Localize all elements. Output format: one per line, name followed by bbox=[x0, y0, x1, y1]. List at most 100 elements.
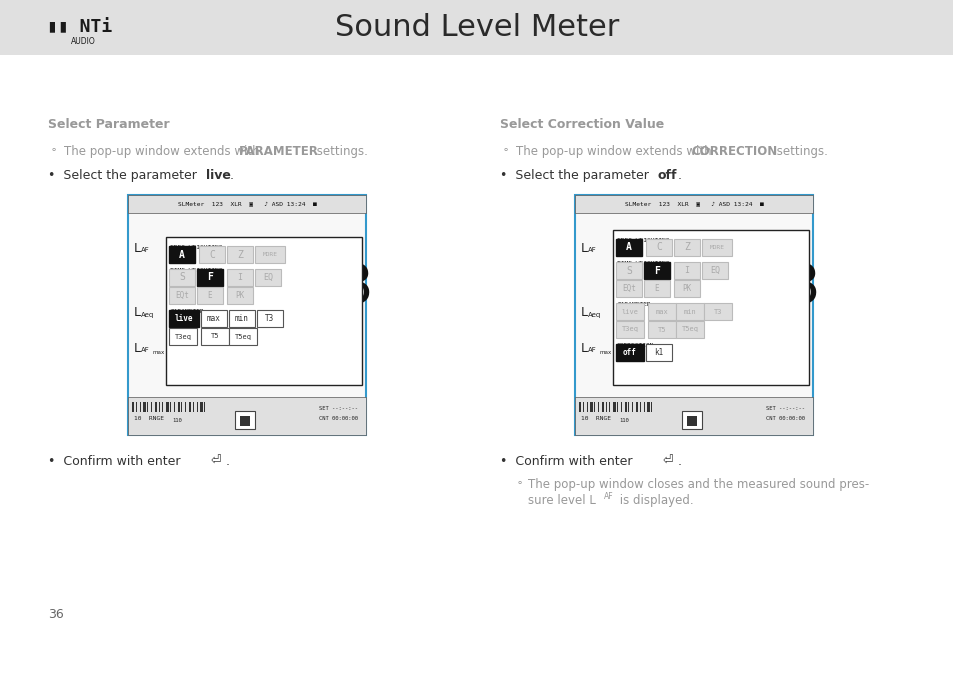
FancyBboxPatch shape bbox=[196, 287, 223, 304]
FancyBboxPatch shape bbox=[229, 328, 256, 345]
Text: is displayed.: is displayed. bbox=[616, 494, 693, 507]
Bar bbox=[181, 402, 182, 412]
Text: Aeq: Aeq bbox=[587, 312, 600, 318]
Bar bbox=[609, 402, 610, 412]
FancyBboxPatch shape bbox=[647, 321, 676, 338]
Text: E: E bbox=[654, 284, 659, 293]
Bar bbox=[189, 402, 192, 412]
Text: T5: T5 bbox=[211, 334, 219, 339]
Text: CORRECTION: CORRECTION bbox=[690, 145, 777, 158]
Text: The pop-up window closes and the measured sound pres-: The pop-up window closes and the measure… bbox=[527, 478, 868, 491]
FancyBboxPatch shape bbox=[676, 321, 703, 338]
Text: L: L bbox=[133, 242, 141, 254]
Text: — — . —: — — . — bbox=[172, 343, 213, 353]
Text: CNT 00:00:00: CNT 00:00:00 bbox=[765, 417, 804, 421]
Text: T5: T5 bbox=[657, 326, 665, 332]
Text: •  Select the parameter: • Select the parameter bbox=[499, 169, 652, 182]
Bar bbox=[173, 402, 174, 412]
FancyBboxPatch shape bbox=[227, 246, 253, 263]
Text: SET --:--:--: SET --:--:-- bbox=[765, 406, 804, 411]
Bar bbox=[151, 402, 152, 412]
FancyBboxPatch shape bbox=[201, 328, 229, 345]
Text: TIME WEIGHTING: TIME WEIGHTING bbox=[617, 261, 669, 266]
FancyBboxPatch shape bbox=[169, 287, 194, 304]
FancyBboxPatch shape bbox=[227, 269, 253, 286]
FancyBboxPatch shape bbox=[196, 269, 223, 286]
FancyBboxPatch shape bbox=[613, 230, 808, 385]
Bar bbox=[594, 402, 595, 412]
Text: S: S bbox=[625, 266, 631, 275]
Text: PARAMETER: PARAMETER bbox=[239, 145, 318, 158]
Text: live: live bbox=[174, 314, 193, 323]
Bar bbox=[0, 0, 953, 55]
Text: Z: Z bbox=[683, 242, 689, 252]
Text: The pop-up window extends with: The pop-up window extends with bbox=[64, 145, 263, 158]
Bar bbox=[234, 411, 254, 429]
Text: max: max bbox=[207, 314, 221, 323]
Text: L: L bbox=[133, 341, 141, 355]
Text: L: L bbox=[133, 306, 141, 320]
Text: ⚬: ⚬ bbox=[50, 145, 58, 155]
Text: SLMeter  123  XLR  ▣   ♪ ASD 13:24  ■: SLMeter 123 XLR ▣ ♪ ASD 13:24 ■ bbox=[624, 201, 762, 207]
Text: FREQ WEIGHTING: FREQ WEIGHTING bbox=[617, 237, 669, 242]
Bar bbox=[624, 402, 626, 412]
Bar bbox=[162, 402, 163, 412]
FancyBboxPatch shape bbox=[227, 287, 253, 304]
Text: CORRECTION: CORRECTION bbox=[617, 343, 654, 348]
Text: L: L bbox=[580, 306, 587, 320]
Text: T3eq: T3eq bbox=[620, 326, 638, 332]
Text: FREQ WEIGHTING: FREQ WEIGHTING bbox=[170, 244, 222, 249]
Text: k1: k1 bbox=[654, 348, 663, 357]
Text: Z: Z bbox=[236, 250, 243, 260]
Text: EQ: EQ bbox=[709, 266, 720, 275]
Text: AF: AF bbox=[587, 347, 597, 353]
Bar bbox=[643, 402, 644, 412]
Text: E: E bbox=[208, 291, 213, 300]
Text: 110: 110 bbox=[618, 419, 628, 423]
FancyBboxPatch shape bbox=[643, 280, 669, 297]
Text: .: . bbox=[230, 169, 233, 182]
Text: MORE: MORE bbox=[709, 245, 723, 250]
Text: •  Confirm with enter: • Confirm with enter bbox=[48, 455, 184, 468]
Text: AF: AF bbox=[587, 247, 597, 253]
Text: L: L bbox=[580, 242, 587, 254]
Text: PK: PK bbox=[235, 291, 244, 300]
Bar bbox=[170, 402, 171, 412]
Text: — — . —: — — . — bbox=[619, 343, 660, 353]
FancyBboxPatch shape bbox=[201, 310, 227, 327]
FancyBboxPatch shape bbox=[673, 262, 700, 279]
Bar bbox=[681, 411, 701, 429]
Bar bbox=[143, 402, 146, 412]
FancyBboxPatch shape bbox=[169, 310, 199, 327]
Text: B: B bbox=[335, 341, 356, 375]
FancyBboxPatch shape bbox=[169, 246, 194, 263]
Text: •  Select the parameter: • Select the parameter bbox=[48, 169, 201, 182]
FancyBboxPatch shape bbox=[616, 321, 643, 338]
FancyBboxPatch shape bbox=[199, 246, 225, 263]
Text: min: min bbox=[683, 308, 696, 314]
Bar bbox=[590, 402, 592, 412]
Text: PK: PK bbox=[681, 284, 691, 293]
Text: ⏎: ⏎ bbox=[662, 455, 673, 468]
Text: off: off bbox=[658, 169, 677, 182]
Bar bbox=[200, 402, 203, 412]
Text: CNT 00:00:00: CNT 00:00:00 bbox=[318, 417, 357, 421]
Text: TIME WEIGHTING: TIME WEIGHTING bbox=[170, 268, 222, 273]
Text: settings.: settings. bbox=[772, 145, 827, 158]
Text: Sound Level Meter: Sound Level Meter bbox=[335, 13, 618, 42]
Bar bbox=[605, 402, 606, 412]
Text: dB: dB bbox=[781, 318, 800, 334]
Bar bbox=[154, 402, 157, 412]
Text: .: . bbox=[678, 169, 681, 182]
Bar bbox=[158, 402, 159, 412]
Bar bbox=[147, 402, 148, 412]
Bar bbox=[166, 402, 169, 412]
Text: F: F bbox=[654, 266, 659, 275]
Text: MORE: MORE bbox=[262, 252, 277, 257]
Text: live: live bbox=[620, 308, 638, 314]
Text: .: . bbox=[226, 455, 230, 468]
Text: L: L bbox=[580, 341, 587, 355]
Bar bbox=[601, 402, 603, 412]
Text: C: C bbox=[656, 242, 661, 252]
Text: d: d bbox=[335, 354, 344, 368]
